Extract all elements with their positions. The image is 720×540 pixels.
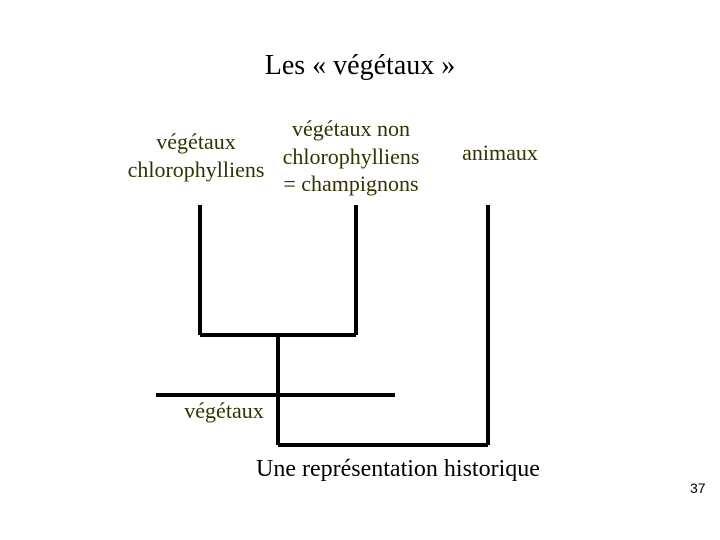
cladogram: [0, 0, 720, 540]
